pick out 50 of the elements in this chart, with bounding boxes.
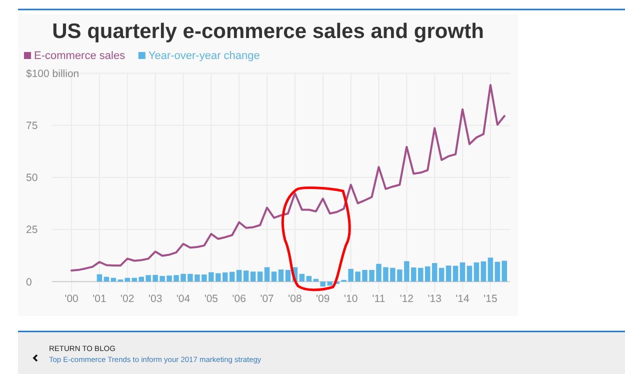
bar xyxy=(432,263,438,282)
bar xyxy=(320,282,326,287)
x-tick-label: '08 xyxy=(288,293,302,305)
x-tick-label: '15 xyxy=(484,293,498,305)
bar xyxy=(327,282,332,286)
line-series xyxy=(70,84,506,272)
bar xyxy=(460,262,466,282)
bar xyxy=(306,276,312,282)
legend-label: E-commerce sales xyxy=(34,50,126,62)
x-tick-label: '02 xyxy=(120,293,134,305)
x-tick-label: '10 xyxy=(344,293,358,305)
bar xyxy=(488,258,494,282)
bar xyxy=(236,270,242,282)
bar xyxy=(104,276,110,282)
x-tick-label: '14 xyxy=(456,293,470,305)
bar xyxy=(452,266,458,282)
bar xyxy=(438,268,444,282)
bar xyxy=(257,272,263,282)
x-tick-label: '00 xyxy=(64,293,79,305)
x-tick-label: '07 xyxy=(260,293,274,305)
bar xyxy=(278,270,284,282)
bar xyxy=(299,274,305,282)
bar xyxy=(250,272,256,282)
y-tick-label: 50 xyxy=(26,172,38,184)
bar xyxy=(96,274,102,282)
x-tick-label: '04 xyxy=(176,293,190,305)
y-tick-label: $100 billion xyxy=(26,68,80,80)
y-tick-label: 75 xyxy=(26,120,38,132)
bar xyxy=(480,261,486,282)
x-tick-label: '05 xyxy=(204,293,218,305)
bar xyxy=(474,262,480,282)
bar xyxy=(264,267,270,282)
x-tick-label: '13 xyxy=(428,293,442,305)
bar xyxy=(466,266,472,282)
legend-label: Year-over-year change xyxy=(148,50,260,62)
bar xyxy=(494,262,500,282)
x-tick-label: '09 xyxy=(316,293,330,305)
y-tick-label: 0 xyxy=(26,276,32,288)
x-tick-label: '03 xyxy=(148,293,162,305)
bar xyxy=(243,270,249,282)
bar xyxy=(285,270,291,282)
bar xyxy=(271,272,277,282)
x-tick-label: '12 xyxy=(400,293,414,305)
chart-title: US quarterly e-commerce sales and growth xyxy=(52,20,484,43)
bar xyxy=(502,260,508,282)
y-tick-label: 25 xyxy=(26,224,38,236)
bar xyxy=(446,266,452,282)
x-tick-label: '06 xyxy=(232,293,246,305)
x-tick-label: '01 xyxy=(92,293,106,305)
x-tick-label: '11 xyxy=(372,293,386,305)
